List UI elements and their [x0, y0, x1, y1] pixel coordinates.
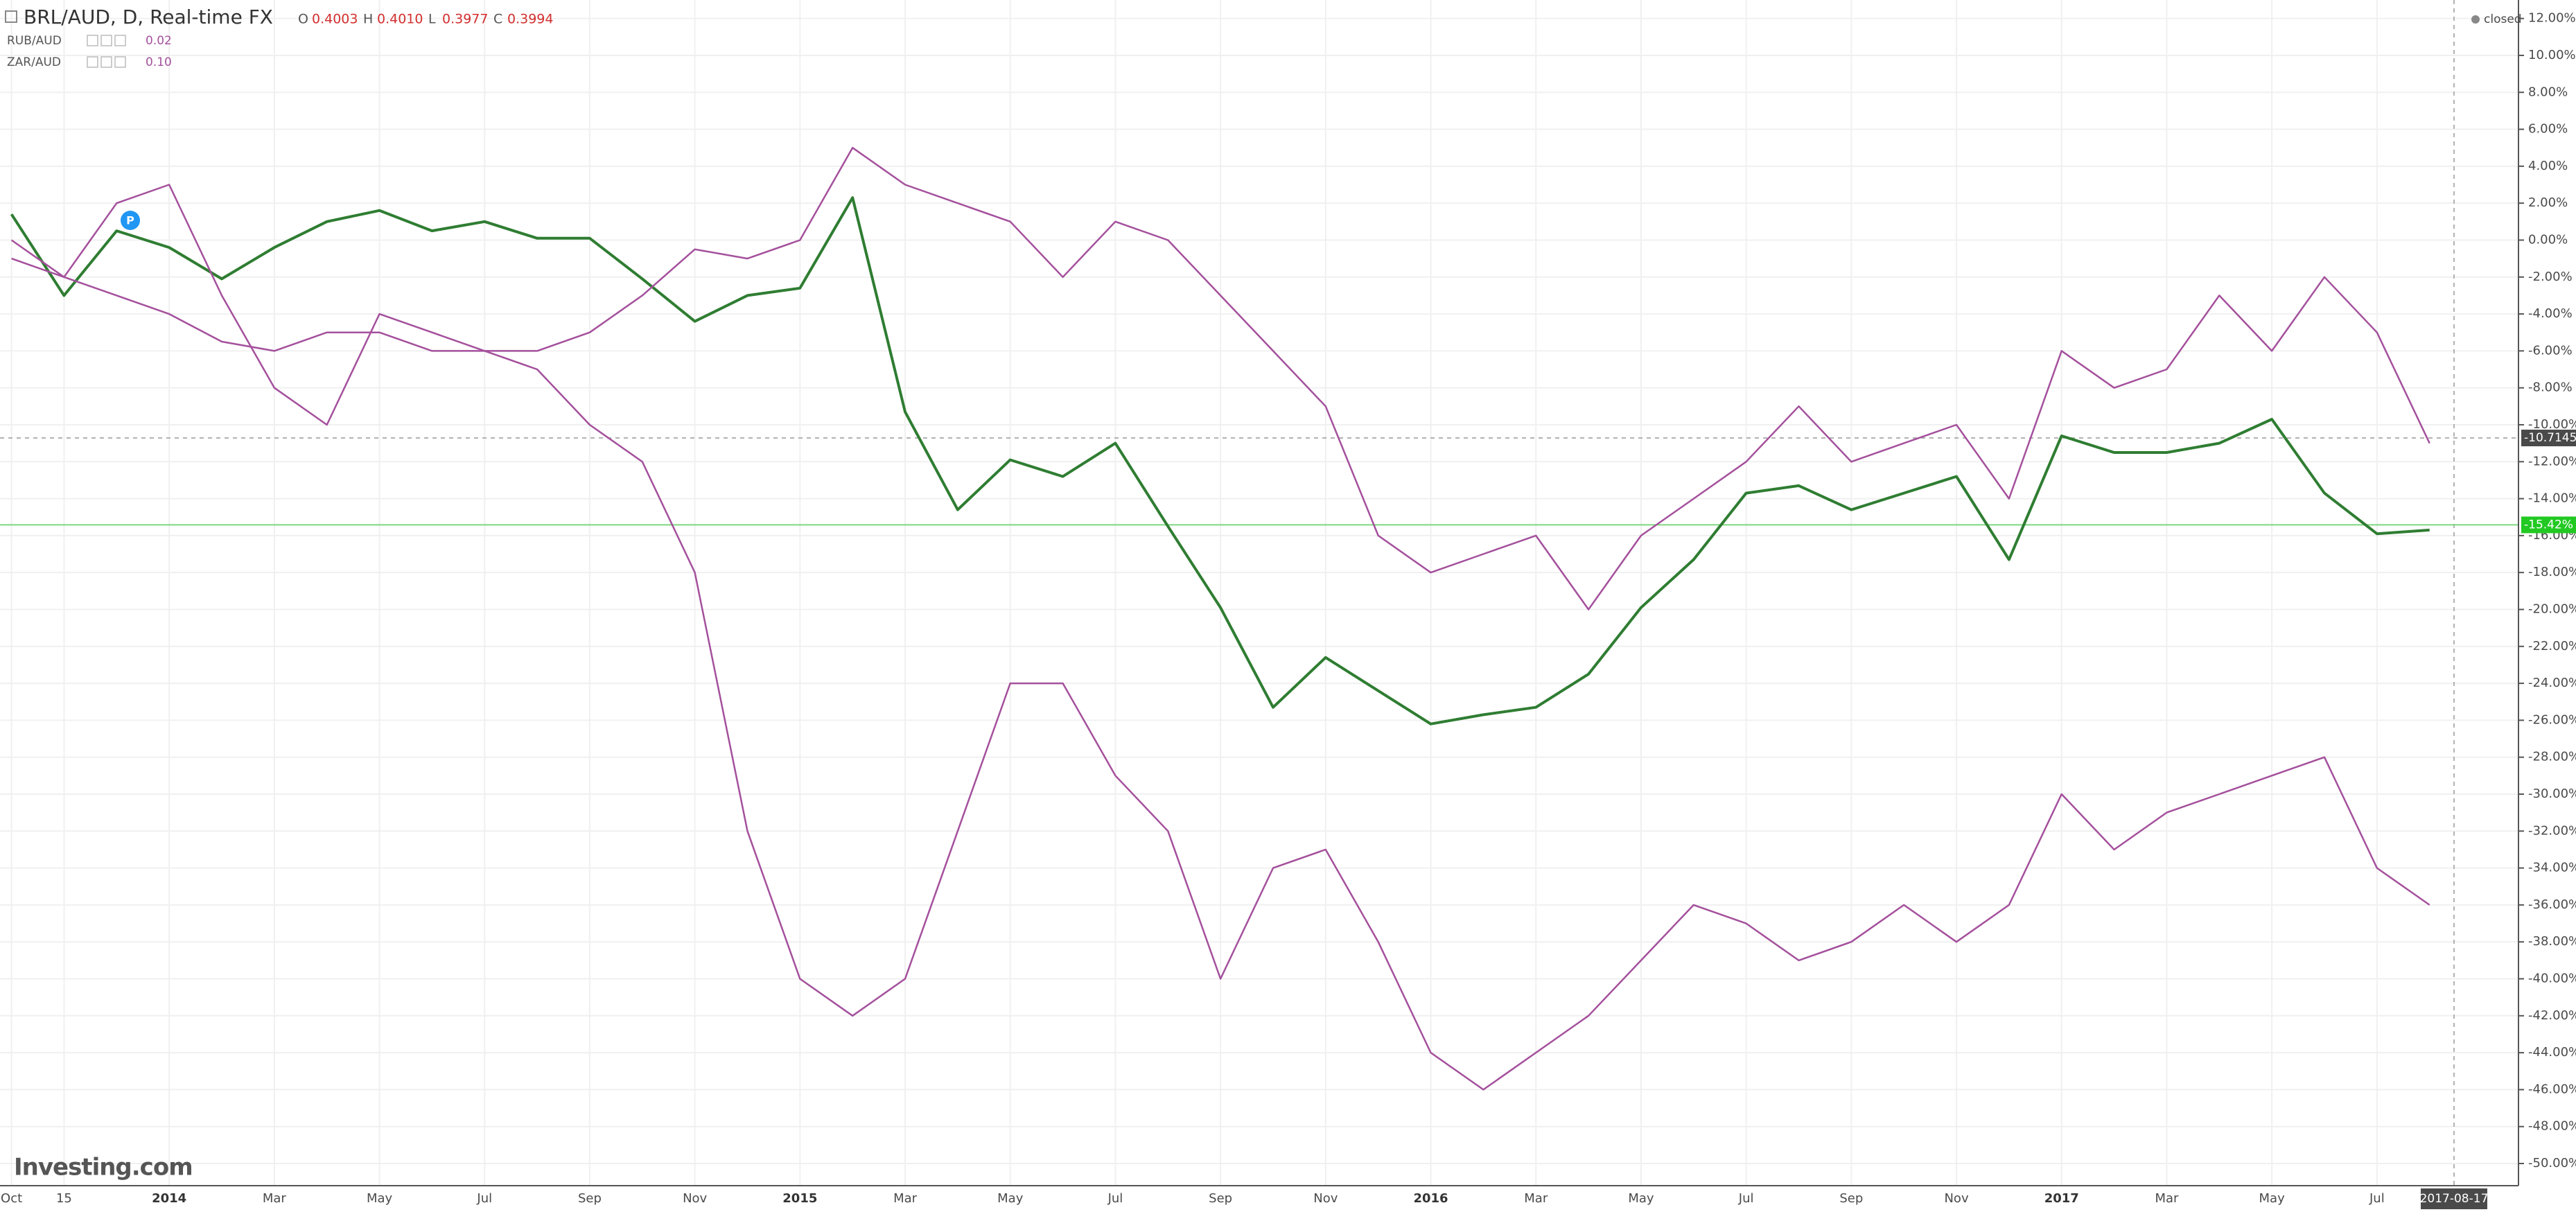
y-tick-label: -50.00% — [2528, 1156, 2576, 1170]
y-tick-label: -46.00% — [2528, 1082, 2576, 1096]
x-tick-label: Jul — [476, 1191, 492, 1206]
y-tick-label: -12.00% — [2528, 454, 2576, 468]
y-tick-label: -4.00% — [2528, 306, 2573, 321]
cursor-date: 2017-08-17 — [2420, 1192, 2489, 1206]
y-tick-label: -24.00% — [2528, 676, 2576, 690]
y-tick-label: -42.00% — [2528, 1008, 2576, 1023]
x-tick-label: May — [2259, 1191, 2286, 1206]
y-tick-label: -2.00% — [2528, 270, 2573, 284]
ohlc-value: 0.3977 — [442, 12, 488, 27]
legend-value: 0.02 — [146, 34, 172, 48]
legend-name: RUB/AUD — [7, 34, 62, 48]
ohlc-value: 0.4010 — [377, 12, 423, 27]
cursor-date-badge — [2421, 1188, 2487, 1209]
y-tick-label: 6.00% — [2528, 122, 2568, 137]
ohlc-label: L — [428, 12, 436, 27]
x-tick-label: Oct — [1, 1191, 22, 1206]
legend-button[interactable] — [87, 35, 98, 46]
ohlc-value: 0.3994 — [507, 12, 553, 27]
x-tick-label: May — [1628, 1191, 1654, 1206]
crosshair-value-label: -10.7145 — [2524, 431, 2576, 445]
marker-badge[interactable] — [121, 211, 140, 230]
y-tick-label: -20.00% — [2528, 601, 2576, 616]
x-tick-label: 2014 — [152, 1191, 186, 1206]
x-tick-label: 2017 — [2044, 1191, 2079, 1206]
ohlc-label: O — [298, 12, 308, 27]
x-tick-label: May — [997, 1191, 1024, 1206]
x-tick-label: Sep — [578, 1191, 602, 1206]
collapse-icon[interactable] — [5, 10, 17, 23]
last-value-badge — [2521, 516, 2576, 534]
grid — [0, 0, 2518, 1186]
plot — [10, 146, 2430, 1091]
y-tick-label: -48.00% — [2528, 1119, 2576, 1134]
x-tick-label: 2016 — [1413, 1191, 1448, 1206]
x-tick-label: May — [367, 1191, 393, 1206]
y-tick-label: -22.00% — [2528, 639, 2576, 653]
x-tick-label: Sep — [1209, 1191, 1232, 1206]
y-tick-label: 0.00% — [2528, 232, 2568, 247]
y-tick-label: 2.00% — [2528, 195, 2568, 210]
ohlc-label: C — [493, 12, 502, 27]
y-tick-label: -34.00% — [2528, 861, 2576, 875]
legend-button[interactable] — [100, 56, 112, 68]
main-symbol: BRL/AUD — [24, 6, 110, 28]
x-tick-label: 15 — [56, 1191, 72, 1206]
last-value-label: -15.42% — [2524, 518, 2573, 532]
ohlc-value: 0.4003 — [312, 12, 358, 27]
interval-source: , D, Real-time FX — [110, 6, 273, 28]
ohlc-label: H — [363, 12, 373, 27]
x-tick-label: Nov — [1313, 1191, 1338, 1206]
y-tick-label: -18.00% — [2528, 565, 2576, 579]
legend: RUB/AUD 0.02 ZAR/AUD 0.10 — [7, 34, 172, 69]
y-tick-label: 8.00% — [2528, 85, 2568, 99]
series-line — [11, 257, 2430, 1091]
legend-button[interactable] — [114, 35, 126, 46]
y-tick-label: -26.00% — [2528, 712, 2576, 727]
marker-label: P — [126, 214, 134, 227]
y-tick-label: -6.00% — [2528, 343, 2573, 358]
legend-button[interactable] — [114, 56, 126, 68]
y-tick-label: -14.00% — [2528, 491, 2576, 506]
series-line — [10, 196, 2430, 726]
y-tick-label: -36.00% — [2528, 897, 2576, 912]
legend-value: 0.10 — [146, 55, 172, 69]
header: BRL/AUD, D, Real-time FX O 0.4003 H 0.4010 L… — [5, 6, 2522, 69]
x-tick-label: Jul — [1107, 1191, 1123, 1206]
status-dot — [2471, 15, 2480, 24]
x-tick-label: Nov — [1944, 1191, 1968, 1206]
axes: 12.00% 10.00% 8.00% 6.00% 4.00% 2.00% 0.00% -2.… — [1, 11, 2576, 1209]
x-tick-label: Mar — [263, 1191, 287, 1206]
y-tick-label: 12.00% — [2528, 11, 2576, 26]
x-tick-label: Nov — [683, 1191, 707, 1206]
legend-name: ZAR/AUD — [7, 55, 61, 69]
legend-button[interactable] — [100, 35, 112, 46]
y-tick-label: -8.00% — [2528, 380, 2573, 395]
crosshair-badge — [2521, 430, 2576, 447]
series-line — [10, 146, 2430, 611]
y-tick-label: -38.00% — [2528, 934, 2576, 949]
y-tick-label: 4.00% — [2528, 159, 2568, 173]
y-tick-label: -10.00% — [2528, 417, 2576, 432]
market-status: closed — [2484, 12, 2522, 26]
y-tick-label: -44.00% — [2528, 1045, 2576, 1060]
x-tick-label: 2015 — [782, 1191, 817, 1206]
x-tick-label: Jul — [1738, 1191, 1754, 1206]
y-tick-label: 10.00% — [2528, 48, 2576, 62]
y-tick-label: -40.00% — [2528, 972, 2576, 986]
x-tick-label: Mar — [2155, 1191, 2179, 1206]
y-tick-label: -32.00% — [2528, 823, 2576, 838]
brand-logo: Investing.com — [14, 1154, 193, 1182]
y-tick-label: -28.00% — [2528, 750, 2576, 764]
x-tick-label: Mar — [893, 1191, 918, 1206]
x-tick-label: Mar — [1524, 1191, 1548, 1206]
x-tick-label: Sep — [1839, 1191, 1863, 1206]
y-tick-label: -30.00% — [2528, 787, 2576, 801]
chart-title: BRL/AUD, D, Real-time FX — [24, 6, 273, 28]
legend-button[interactable] — [87, 56, 98, 68]
ohlc: O 0.4003 H 0.4010 L 0.3977 C 0.3994 — [298, 12, 553, 27]
x-tick-label: Jul — [2369, 1191, 2385, 1206]
